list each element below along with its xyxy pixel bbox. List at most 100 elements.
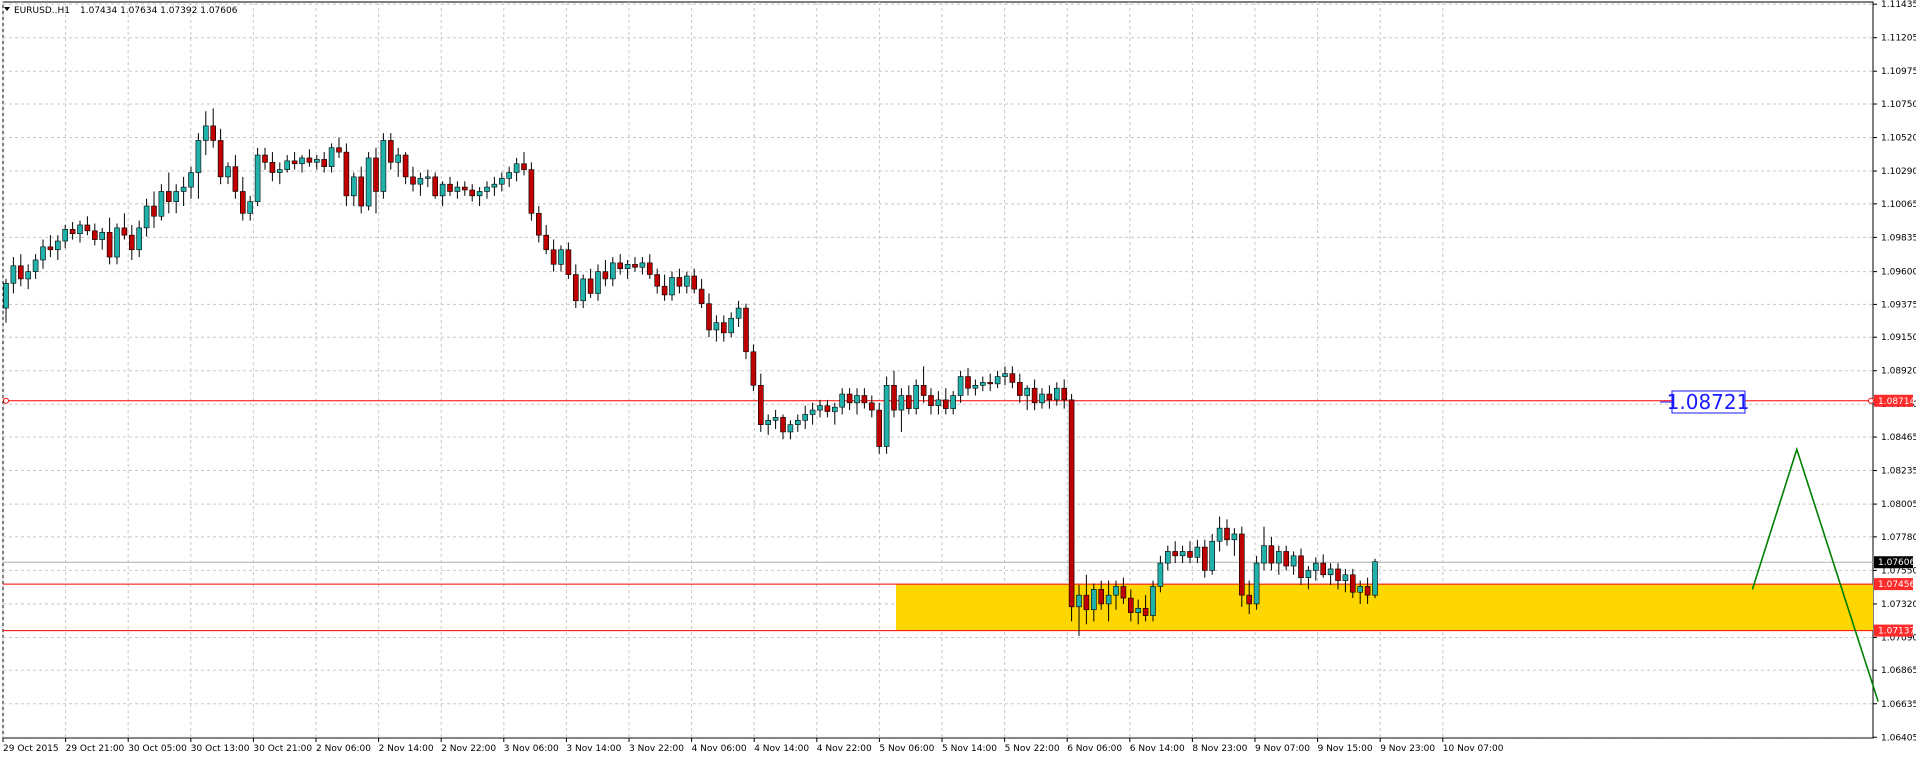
candle <box>735 300 742 328</box>
candle-body-bull <box>180 186 187 192</box>
candle <box>787 420 794 440</box>
candle <box>1157 555 1164 593</box>
candle <box>410 166 416 192</box>
candle <box>824 399 831 418</box>
candle <box>1276 545 1282 575</box>
candle-body-bull <box>1039 393 1045 404</box>
candle-body-bear <box>1016 382 1023 396</box>
y-tick-label: 1.08465 <box>1881 433 1916 443</box>
candle <box>232 155 239 199</box>
candle <box>565 242 572 279</box>
level-annotation[interactable]: 1.08721 <box>1660 390 1749 414</box>
candle-body-bull <box>1002 373 1008 377</box>
candle <box>558 245 564 272</box>
candle <box>225 162 231 185</box>
candle <box>676 268 683 294</box>
candle-body-bull <box>10 265 17 284</box>
candle-body-bull <box>40 246 46 261</box>
candle <box>1113 580 1119 610</box>
candle-body-bull <box>276 169 283 173</box>
candle <box>439 181 446 207</box>
candle <box>1187 541 1193 564</box>
candle-body-bull <box>188 172 194 188</box>
candle-body-bull <box>1216 527 1223 542</box>
candle-body-bear <box>691 275 698 290</box>
candle-body-bull <box>1105 594 1112 605</box>
candle-body-bull <box>624 264 631 270</box>
candle-body-bear <box>17 265 24 280</box>
candle-body-bull <box>935 399 942 407</box>
candle-body-bull <box>1372 561 1378 596</box>
candle <box>572 264 579 309</box>
candle-body-bear <box>1061 387 1067 401</box>
candle-body-bull <box>1024 387 1030 396</box>
candle <box>1283 545 1289 571</box>
price-badge-text-current: 1.07606 <box>1878 558 1915 568</box>
time-axis[interactable]: 29 Oct 2015 29 Oct 21:00 30 Oct 05:00 30 Oc… <box>2 738 1504 754</box>
candle-body-bull <box>772 417 779 421</box>
candle-body-bull <box>1179 551 1186 557</box>
candle <box>1135 599 1141 625</box>
candle-body-bull <box>1342 574 1349 581</box>
candle <box>1016 373 1023 403</box>
candle-body-bear <box>166 191 172 202</box>
candle <box>247 195 253 221</box>
candle-body-bull <box>1054 387 1060 401</box>
candle <box>506 166 513 188</box>
candle <box>987 373 994 392</box>
candle-body-bear <box>336 147 342 153</box>
candle-body-bear <box>928 395 934 407</box>
candle-body-bear <box>358 176 365 207</box>
candle-body-bull <box>669 277 675 296</box>
candle-body-bull <box>735 307 742 319</box>
candle <box>883 376 890 454</box>
dropdown-arrow-icon[interactable] <box>4 7 10 11</box>
candle-body-bear <box>402 154 409 178</box>
candle-body-bull <box>328 147 335 167</box>
candle-body-bear <box>232 166 239 192</box>
candle-body-bear <box>706 303 712 331</box>
candle-body-bear <box>965 376 971 389</box>
x-tick-label: 4 Nov 14:00 <box>754 744 809 754</box>
candle <box>1054 382 1060 406</box>
candle <box>350 172 357 207</box>
annotation-text: 1.08721 <box>1667 390 1750 414</box>
price-badge-text-resistance: 1.08714 <box>1878 397 1915 407</box>
y-tick-label: 1.09375 <box>1881 300 1916 310</box>
candle <box>1231 528 1238 556</box>
candle-body-bear <box>1187 551 1193 558</box>
candle-body-bear <box>565 249 572 275</box>
candle-body-bear <box>217 140 224 178</box>
price-badge-zone-top <box>1874 578 1913 591</box>
candle-body-bull <box>506 172 513 179</box>
candle <box>706 293 712 338</box>
candle-body-bear <box>1083 594 1090 611</box>
candle <box>809 402 816 425</box>
candle-body-bull <box>1150 586 1156 616</box>
candles <box>3 108 1378 636</box>
y-tick-label: 1.10975 <box>1881 67 1916 77</box>
x-tick-label: 2 Nov 22:00 <box>441 744 496 754</box>
candle <box>1372 558 1378 599</box>
candle-body-bull <box>595 271 601 294</box>
candle-body-bear <box>861 395 868 404</box>
candle <box>587 268 594 298</box>
y-tick-label: 1.06865 <box>1881 666 1916 676</box>
candle <box>772 410 779 430</box>
candle-body-bull <box>99 231 105 240</box>
candle-body-bull <box>1091 589 1097 611</box>
candle <box>950 391 957 415</box>
candle <box>491 176 498 196</box>
candle-body-bear <box>602 271 609 280</box>
candle <box>1342 568 1349 593</box>
candle-body-bull <box>1357 586 1363 593</box>
candle-body-bear <box>780 417 786 433</box>
price-badge-zone-bottom <box>1874 624 1913 637</box>
candle-body-bear <box>617 262 624 270</box>
candle-body-bear <box>129 234 135 251</box>
candle-body-bear <box>846 393 853 404</box>
candle <box>395 147 402 177</box>
candle-body-bull <box>424 176 431 179</box>
candle-body-bear <box>757 385 764 425</box>
